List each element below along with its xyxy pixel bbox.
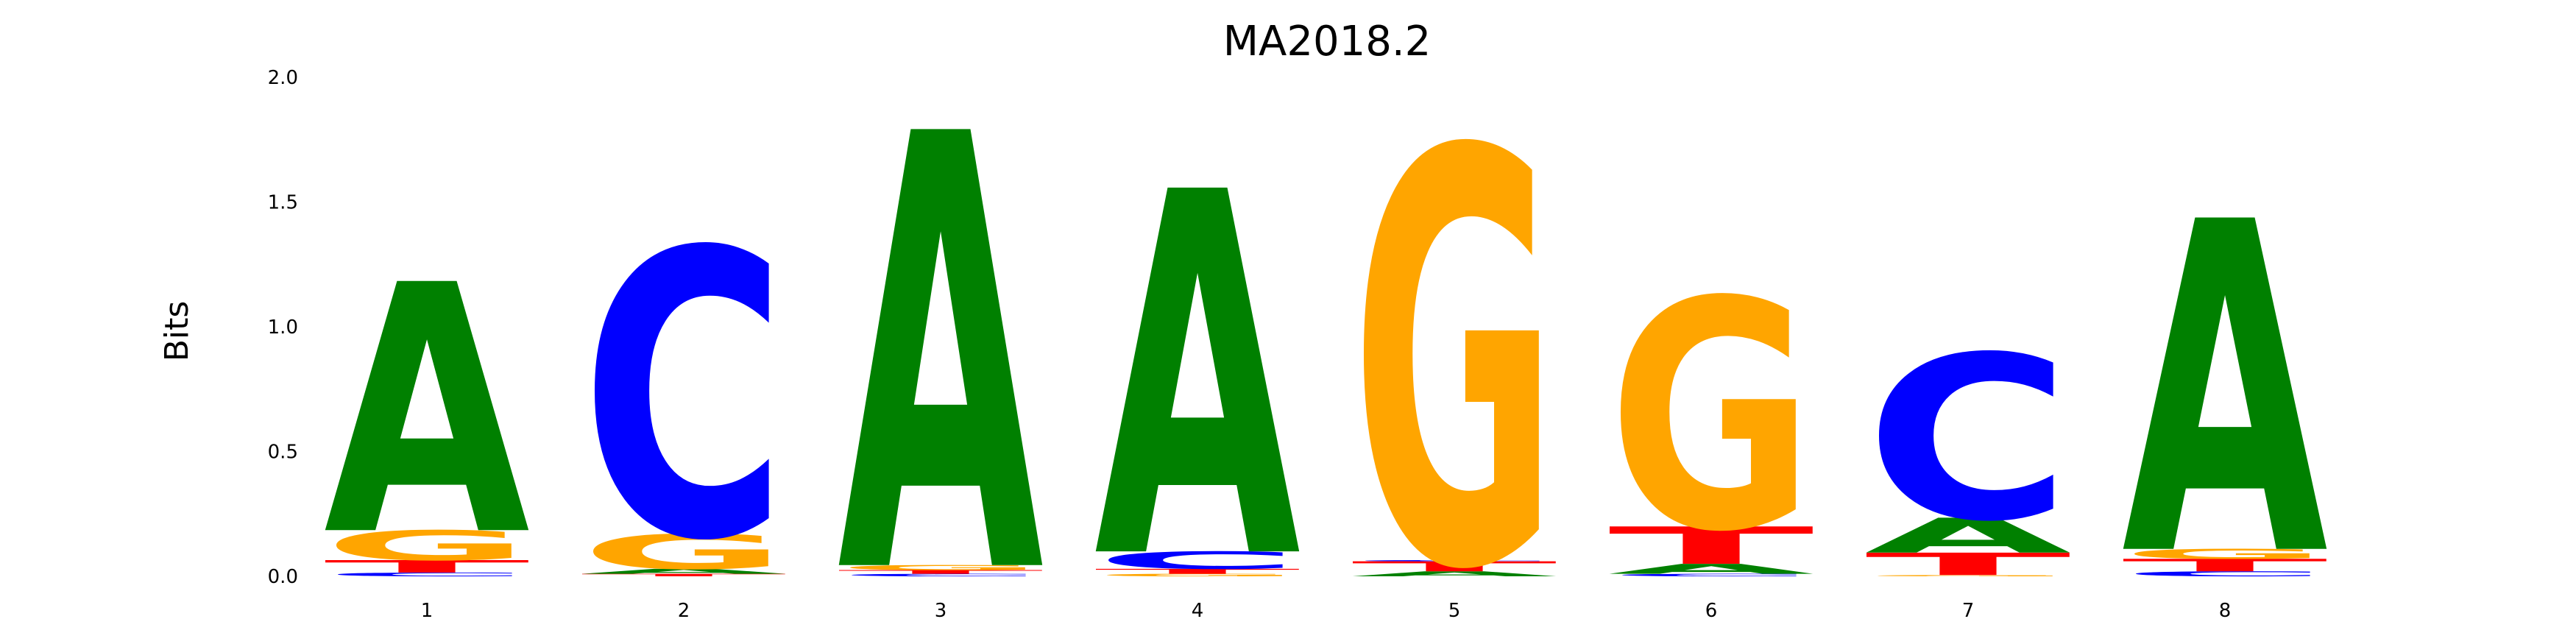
logo-letter-G: G <box>2122 546 2328 562</box>
logo-letter-G: G <box>581 524 787 580</box>
logo-letter-C: C <box>581 170 787 627</box>
x-tick-label: 4 <box>1192 600 1204 622</box>
logo-letter-A: A <box>1608 561 1816 577</box>
logo-letter-C: C <box>838 573 1044 577</box>
y-tick-label: 0.5 <box>268 442 298 464</box>
logo-letter-A: A <box>2122 127 2330 644</box>
logo-letter-A: A <box>1351 570 1557 578</box>
x-axis-ticks: 1 2 3 4 5 6 7 8 <box>421 600 2232 622</box>
x-tick-label: 8 <box>2219 600 2232 622</box>
logo-letter-G: G <box>1865 575 2071 577</box>
logo-letter-C: C <box>1865 308 2071 571</box>
y-tick-label: 0.0 <box>268 566 298 588</box>
logo-letter-T: T <box>1608 517 1816 576</box>
x-tick-label: 2 <box>678 600 690 622</box>
logo-letter-T: T <box>1351 559 1559 575</box>
x-tick-label: 5 <box>1448 600 1461 622</box>
x-tick-label: 3 <box>935 600 947 622</box>
x-tick-label: 1 <box>421 600 434 622</box>
logo-letter-C: C <box>324 572 530 578</box>
logo-letter-G: G <box>838 564 1044 572</box>
y-tick-label: 1.5 <box>268 192 298 214</box>
logo-letter-G: G <box>324 522 530 570</box>
logo-letter-C: C <box>1351 560 1557 562</box>
logo-letter-A: A <box>324 214 532 612</box>
y-tick-label: 2.0 <box>268 67 298 89</box>
logo-letter-C: C <box>1094 547 1301 575</box>
logo-letter-A: A <box>838 11 1046 644</box>
logo-letter-G: G <box>1094 573 1301 577</box>
logo-letter-T: T <box>838 569 1045 575</box>
x-tick-label: 7 <box>1962 600 1975 622</box>
logo-letter-T: T <box>1094 567 1302 576</box>
logo-letter-A: A <box>581 567 787 576</box>
logo-letter-T: T <box>324 556 531 576</box>
y-axis-label: Bits <box>158 301 196 362</box>
logo-letter-T: T <box>2122 556 2329 576</box>
y-axis-ticks: 0.0 0.5 1.0 1.5 2.0 <box>268 67 298 588</box>
logo-letter-G: G <box>1351 34 1557 644</box>
y-tick-label: 1.0 <box>268 316 298 339</box>
logo-letter-T: T <box>1865 546 2073 582</box>
chart-title: MA2018.2 <box>1223 18 1432 66</box>
logo-letter-G: G <box>1608 236 1814 601</box>
logo-letter-A: A <box>1094 89 1303 644</box>
logo-letter-T: T <box>581 573 788 577</box>
logo-letter-C: C <box>2122 570 2328 578</box>
x-tick-label: 6 <box>1705 600 1718 622</box>
logo-letter-C: C <box>1608 573 1814 577</box>
logo-letter-A: A <box>1865 509 2073 565</box>
